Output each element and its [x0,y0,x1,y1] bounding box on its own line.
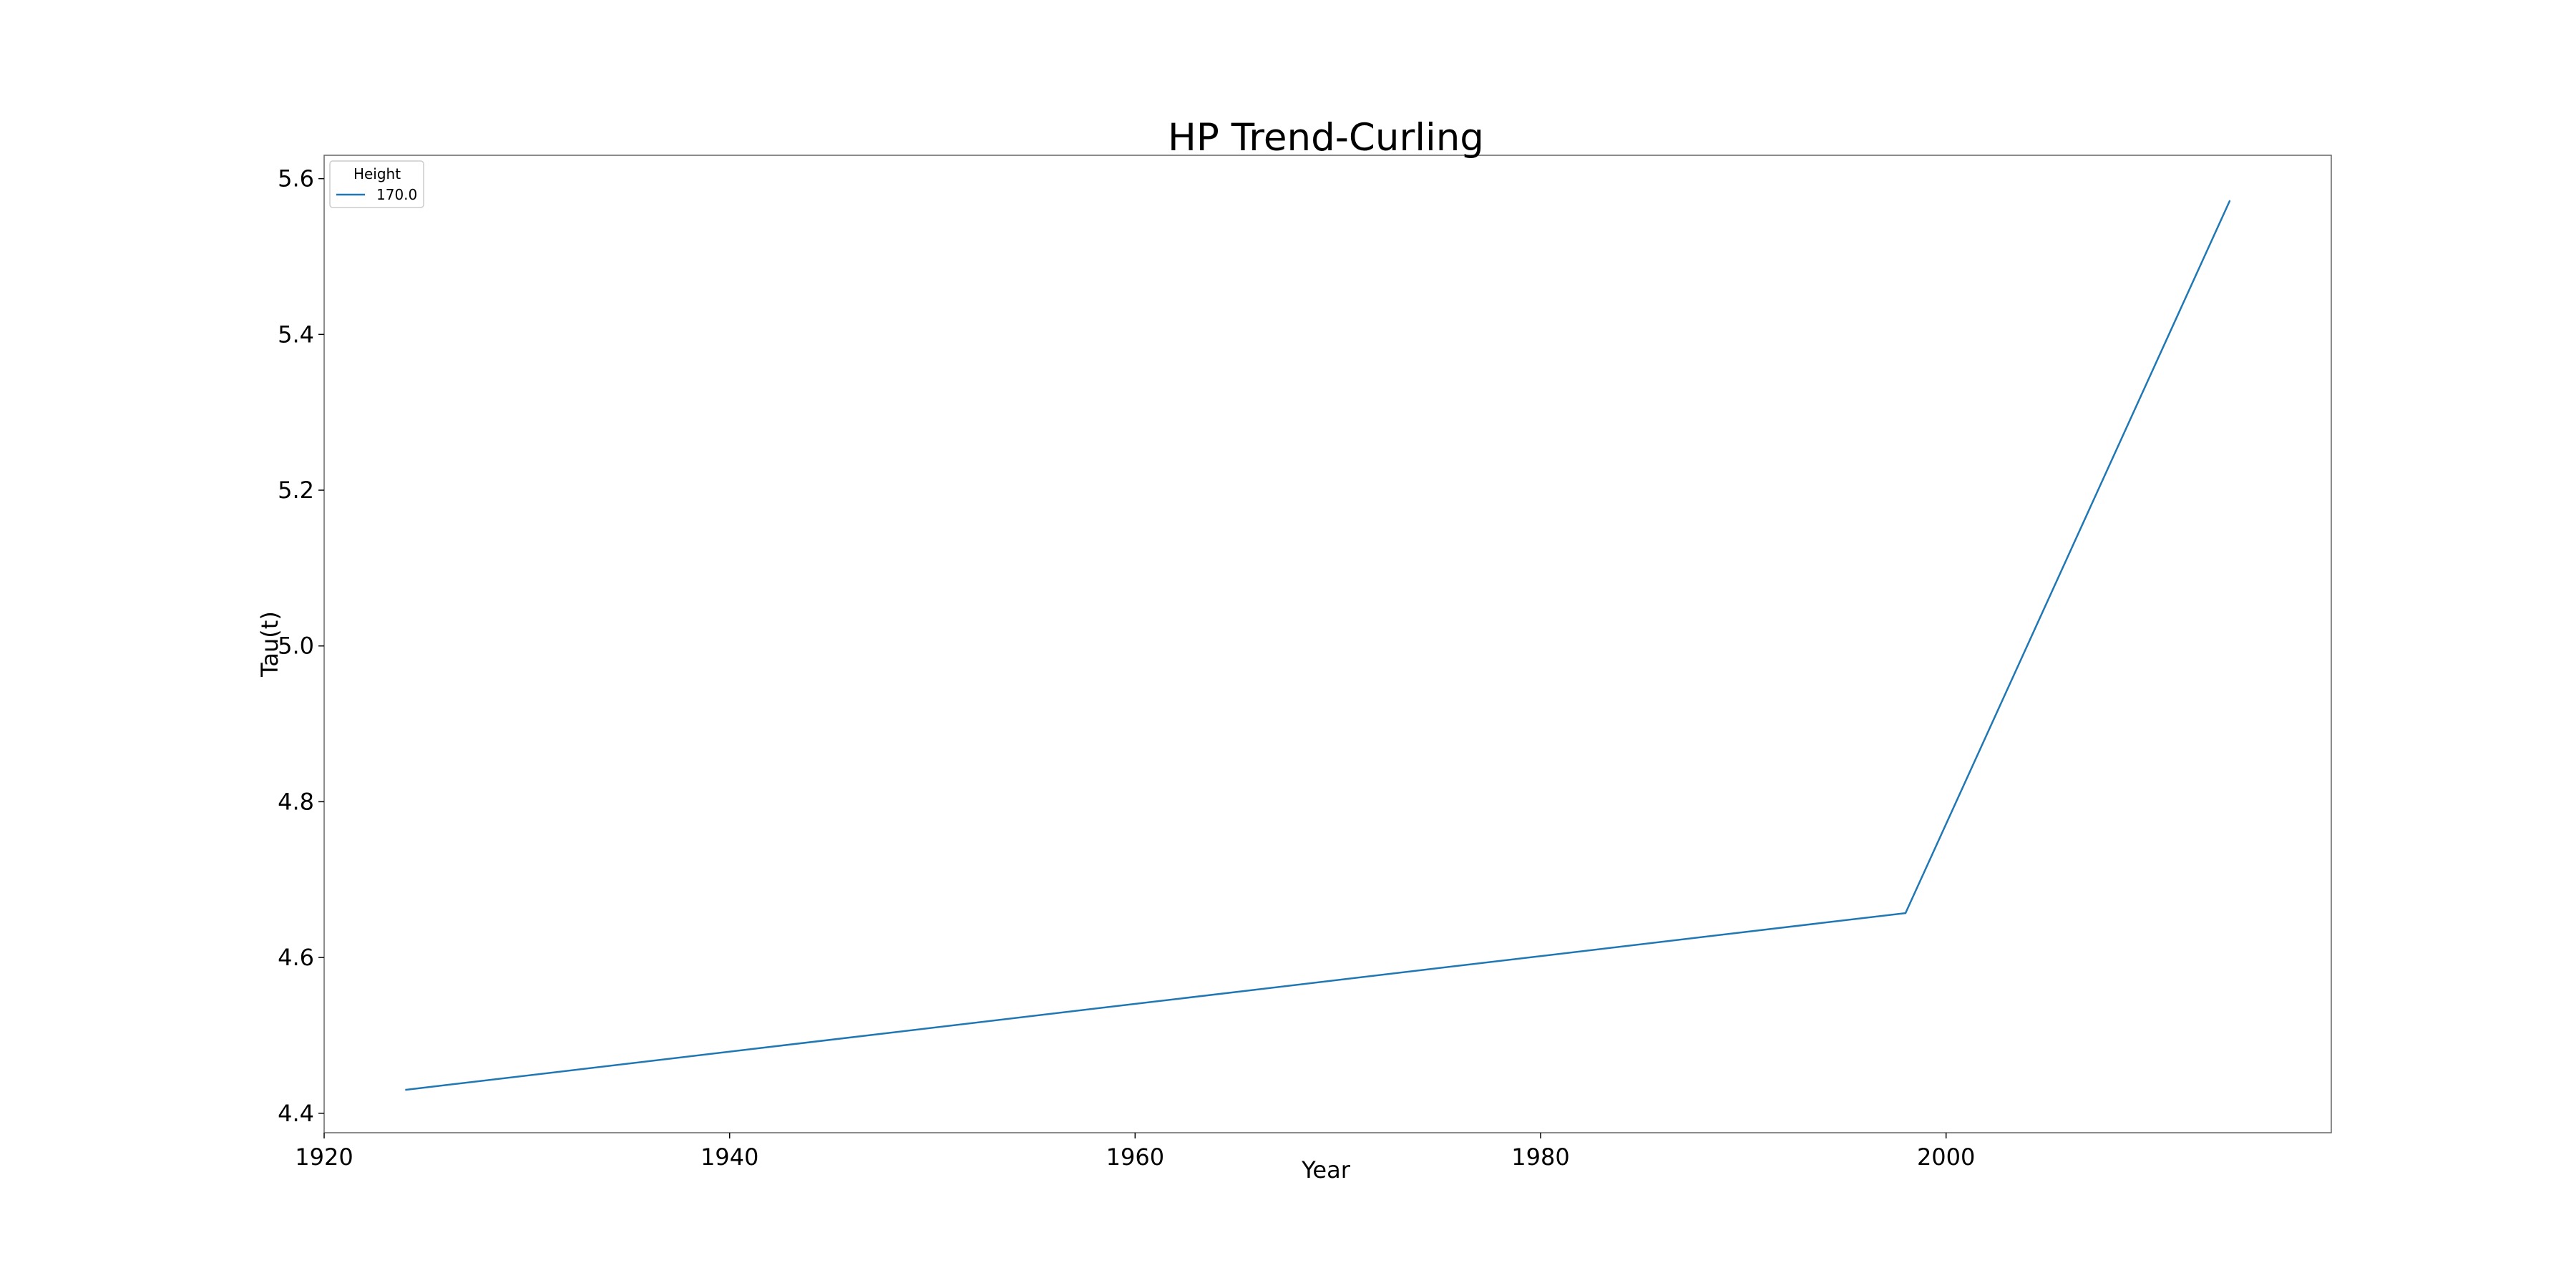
legend: Height 170.0 [329,160,424,208]
x-axis-ticks: 1920 1940 1960 1980 2000 [295,1133,1975,1171]
y-tick-label: 4.6 [278,944,314,971]
y-tick-label: 5.4 [278,321,314,348]
legend-box [329,160,424,208]
y-tick-label: 5.2 [278,477,314,504]
x-axis-title: Year [1301,1156,1351,1184]
y-tick-label: 4.8 [278,788,314,815]
legend-label: 170.0 [376,186,417,203]
plot-frame [323,155,2332,1133]
x-tick-label: 1940 [701,1143,758,1171]
y-tick-label: 5.6 [278,165,314,192]
legend-title: Height [353,165,401,182]
x-tick-label: 1960 [1106,1143,1164,1171]
x-tick-label: 2000 [1917,1143,1975,1171]
x-tick-label: 1980 [1511,1143,1569,1171]
y-tick-label: 5.0 [278,633,314,660]
series-line-170.0 [405,200,2231,1091]
y-axis-title: Tau(t) [256,611,283,678]
chart-title: HP Trend-Curling [1168,116,1484,160]
x-tick-label: 1920 [295,1143,353,1171]
series-layer [405,200,2231,1091]
y-axis-ticks: 4.4 4.6 4.8 5.0 5.2 5.4 5.6 [278,165,324,1127]
y-tick-label: 4.4 [278,1100,314,1127]
